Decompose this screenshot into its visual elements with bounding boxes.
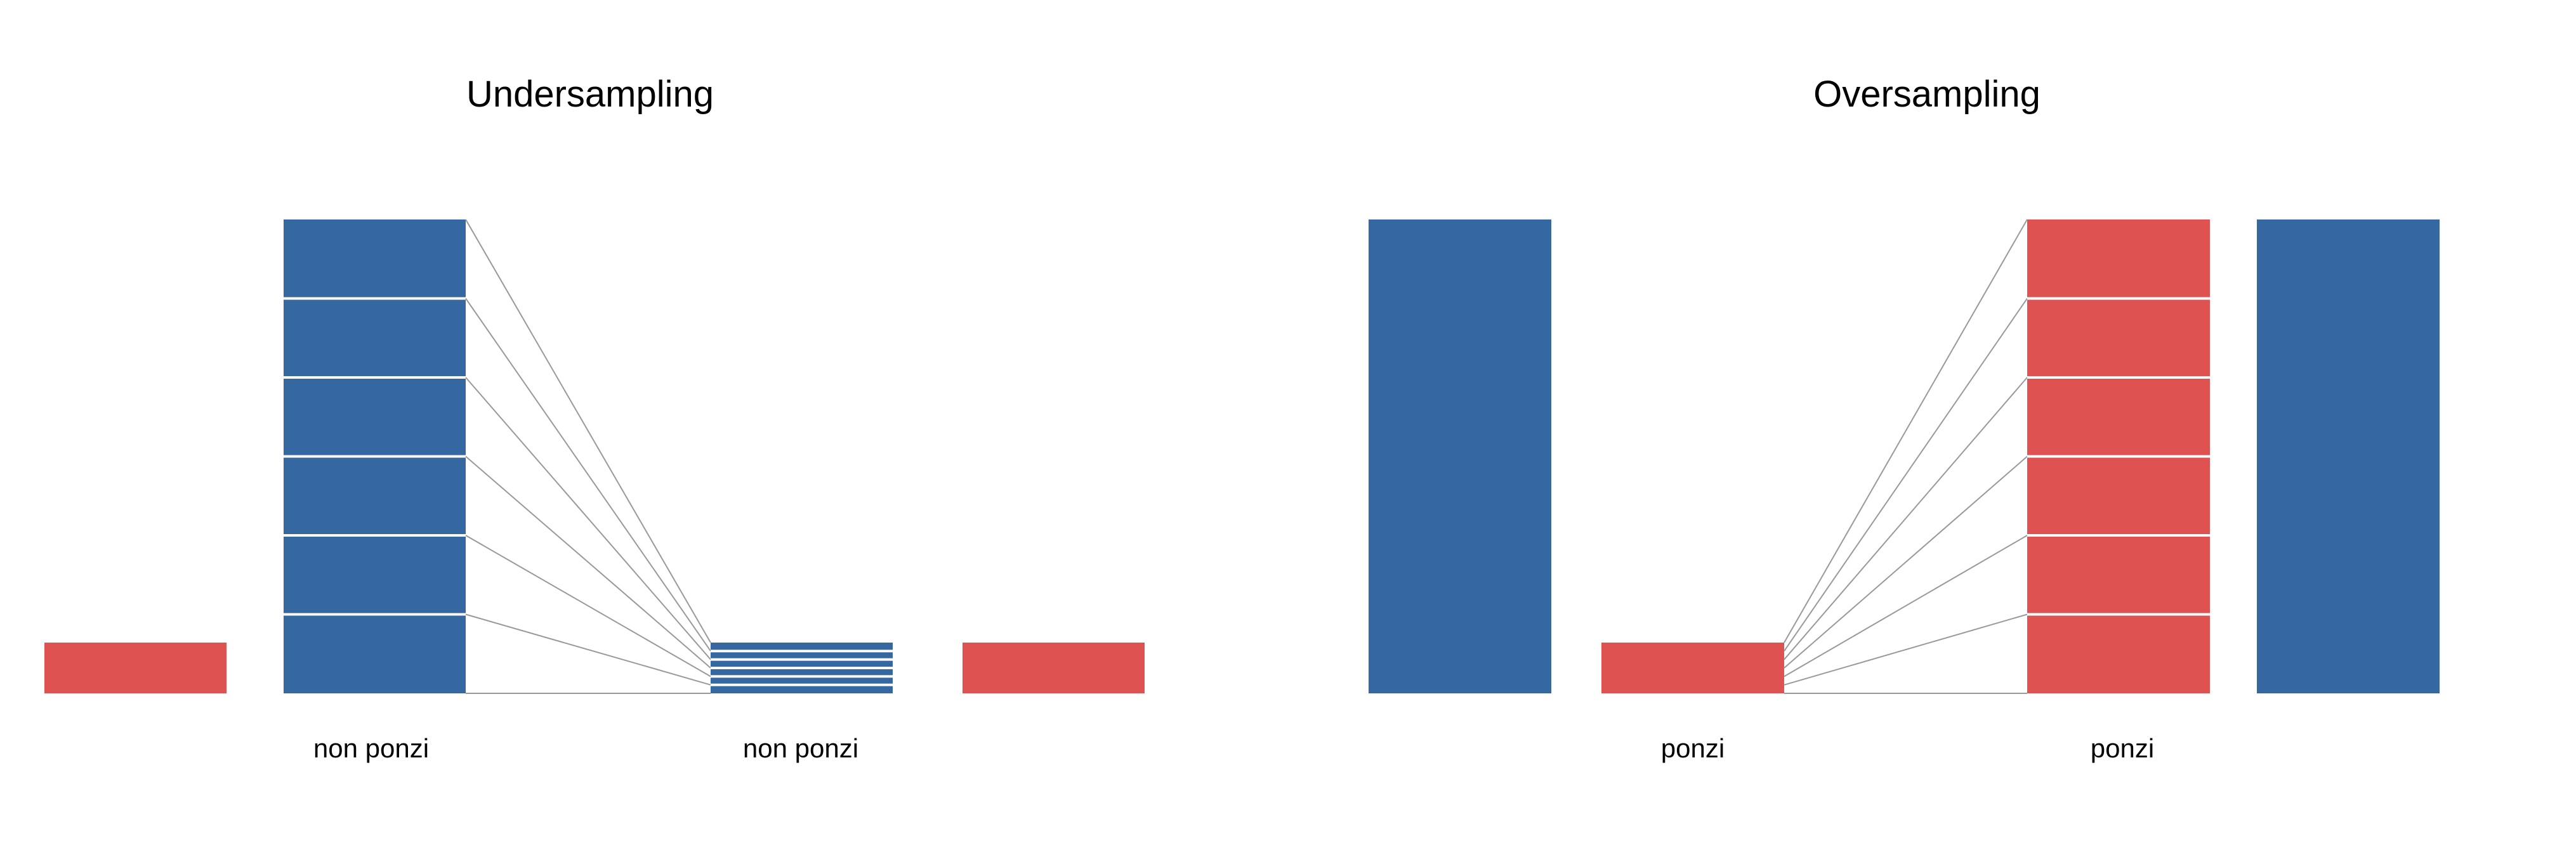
- us-result-segment-1: [711, 643, 893, 651]
- os-result-segment-3: [2027, 377, 2210, 457]
- undersampling-connectors: [465, 219, 711, 694]
- os-result-segment-5: [2027, 535, 2210, 615]
- us-result-divider-3: [711, 667, 893, 669]
- os-connector-5: [1784, 613, 2028, 686]
- undersampling-title: Undersampling: [466, 74, 714, 115]
- us-source-segment-3: [284, 377, 466, 457]
- us-source-segment-1: [284, 219, 466, 299]
- us-source-divider-4: [284, 534, 466, 537]
- us-result-divider-1: [711, 650, 893, 653]
- undersampling-majority-source-bar: [284, 219, 466, 693]
- oversampling-result-label: ponzi: [2091, 733, 2154, 763]
- us-source-segment-4: [284, 456, 466, 535]
- oversampling-majority-bar-right: [2257, 219, 2440, 693]
- us-source-divider-2: [284, 376, 466, 379]
- os-result-divider-1: [2027, 297, 2210, 300]
- oversampling-connectors: [1784, 219, 2028, 694]
- undersampling-minority-bar-right: [963, 643, 1145, 693]
- us-source-segment-6: [284, 614, 466, 693]
- undersampling-panel: Undersampling non ponzi non ponzi: [44, 74, 1145, 763]
- oversampling-title: Oversampling: [1813, 74, 2040, 115]
- undersampling-majority-result-bar: [711, 643, 893, 693]
- us-connector-4: [465, 535, 711, 677]
- os-result-divider-4: [2027, 534, 2210, 537]
- os-connector-0: [1784, 219, 2028, 643]
- os-connector-1: [1784, 298, 2028, 651]
- us-connector-5: [465, 613, 711, 686]
- us-result-segment-5: [711, 676, 893, 685]
- os-connector-4: [1784, 535, 2028, 677]
- undersampling-source-label: non ponzi: [313, 733, 429, 763]
- oversampling-minority-source-bar: [1601, 643, 1784, 693]
- us-connector-1: [465, 298, 711, 651]
- oversampling-minority-result-bar: [2027, 219, 2210, 693]
- undersampling-result-label: non ponzi: [743, 733, 858, 763]
- os-connector-3: [1784, 455, 2028, 669]
- us-result-segment-3: [711, 659, 893, 668]
- os-result-segment-4: [2027, 456, 2210, 535]
- os-result-segment-2: [2027, 298, 2210, 377]
- us-result-segment-2: [711, 651, 893, 660]
- us-result-divider-2: [711, 658, 893, 661]
- us-result-divider-5: [711, 683, 893, 686]
- oversampling-majority-bar-left: [1369, 219, 1551, 693]
- us-source-divider-5: [284, 613, 466, 616]
- us-source-segment-5: [284, 535, 466, 615]
- os-result-divider-2: [2027, 376, 2210, 379]
- os-connector-2: [1784, 377, 2028, 660]
- us-source-divider-1: [284, 297, 466, 300]
- us-connector-3: [465, 455, 711, 669]
- os-result-segment-6: [2027, 614, 2210, 693]
- us-source-divider-3: [284, 455, 466, 458]
- us-source-segment-2: [284, 298, 466, 377]
- os-result-divider-5: [2027, 613, 2210, 616]
- us-result-divider-4: [711, 675, 893, 678]
- us-result-segment-6: [711, 684, 893, 693]
- oversampling-source-label: ponzi: [1661, 733, 1725, 763]
- us-connector-2: [465, 377, 711, 660]
- os-result-segment-1: [2027, 219, 2210, 299]
- undersampling-minority-bar-left: [44, 643, 227, 693]
- os-result-divider-3: [2027, 455, 2210, 458]
- us-result-segment-4: [711, 668, 893, 677]
- oversampling-panel: Oversampling ponzi ponzi: [1369, 74, 2440, 763]
- us-connector-0: [465, 219, 711, 643]
